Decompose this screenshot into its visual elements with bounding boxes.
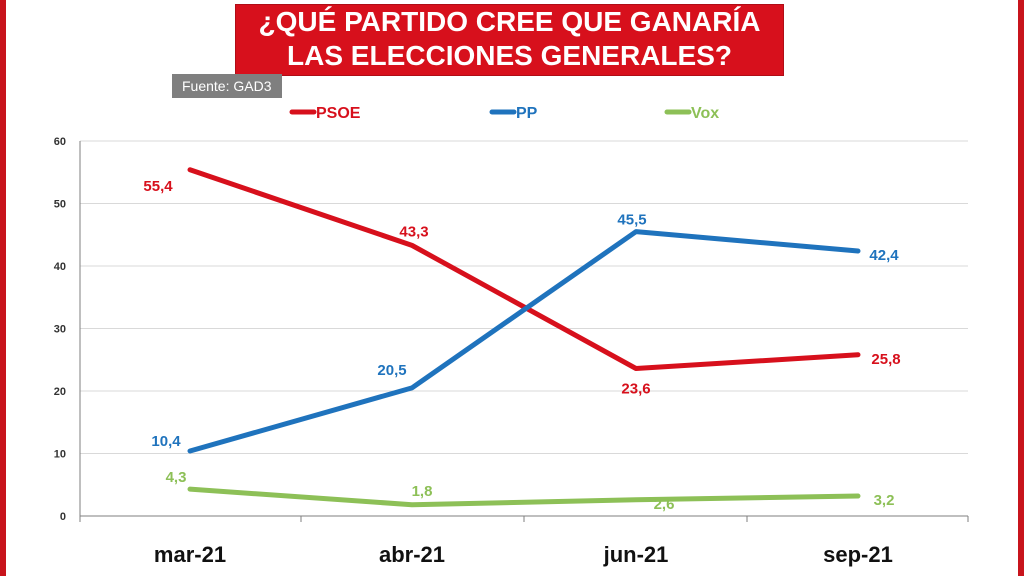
y-tick-label: 0: [60, 511, 66, 523]
y-tick-label: 30: [54, 324, 66, 336]
data-label-vox: 1,8: [412, 483, 433, 500]
data-label-psoe: 25,8: [871, 351, 900, 368]
legend-label-vox: Vox: [691, 105, 719, 122]
y-tick-label: 50: [54, 199, 66, 211]
data-label-pp: 20,5: [377, 362, 406, 379]
title-line-2: LAS ELECCIONES GENERALES?: [287, 40, 732, 71]
data-label-vox: 3,2: [874, 492, 895, 509]
series-line-pp: [187, 229, 861, 454]
legend-label-psoe: PSOE: [316, 105, 361, 122]
y-tick-label: 20: [54, 386, 66, 398]
y-tick-label: 10: [54, 449, 66, 461]
series-line-psoe: [187, 167, 861, 371]
data-label-vox: 2,6: [654, 496, 675, 513]
series-line-vox: [187, 486, 861, 508]
left-red-border: [0, 0, 6, 576]
y-tick-label: 60: [54, 136, 66, 148]
chart-title: ¿QUÉ PARTIDO CREE QUE GANARÍA LAS ELECCI…: [236, 5, 783, 75]
x-tick-label: mar-21: [154, 542, 226, 567]
data-label-pp: 45,5: [617, 212, 646, 229]
right-red-border: [1018, 0, 1024, 576]
data-label-psoe: 43,3: [399, 223, 428, 240]
source-label: Fuente: GAD3: [172, 74, 282, 98]
data-label-pp: 10,4: [151, 433, 181, 450]
data-label-psoe: 23,6: [621, 381, 650, 398]
title-line-1: ¿QUÉ PARTIDO CREE QUE GANARÍA: [258, 6, 761, 37]
x-tick-label: abr-21: [379, 542, 445, 567]
x-tick-label: sep-21: [823, 542, 893, 567]
y-tick-label: 40: [54, 261, 66, 273]
data-label-pp: 42,4: [869, 247, 899, 264]
data-label-vox: 4,3: [166, 469, 187, 486]
x-tick-label: jun-21: [603, 542, 669, 567]
data-label-psoe: 55,4: [143, 178, 173, 195]
legend-label-pp: PP: [516, 105, 538, 122]
